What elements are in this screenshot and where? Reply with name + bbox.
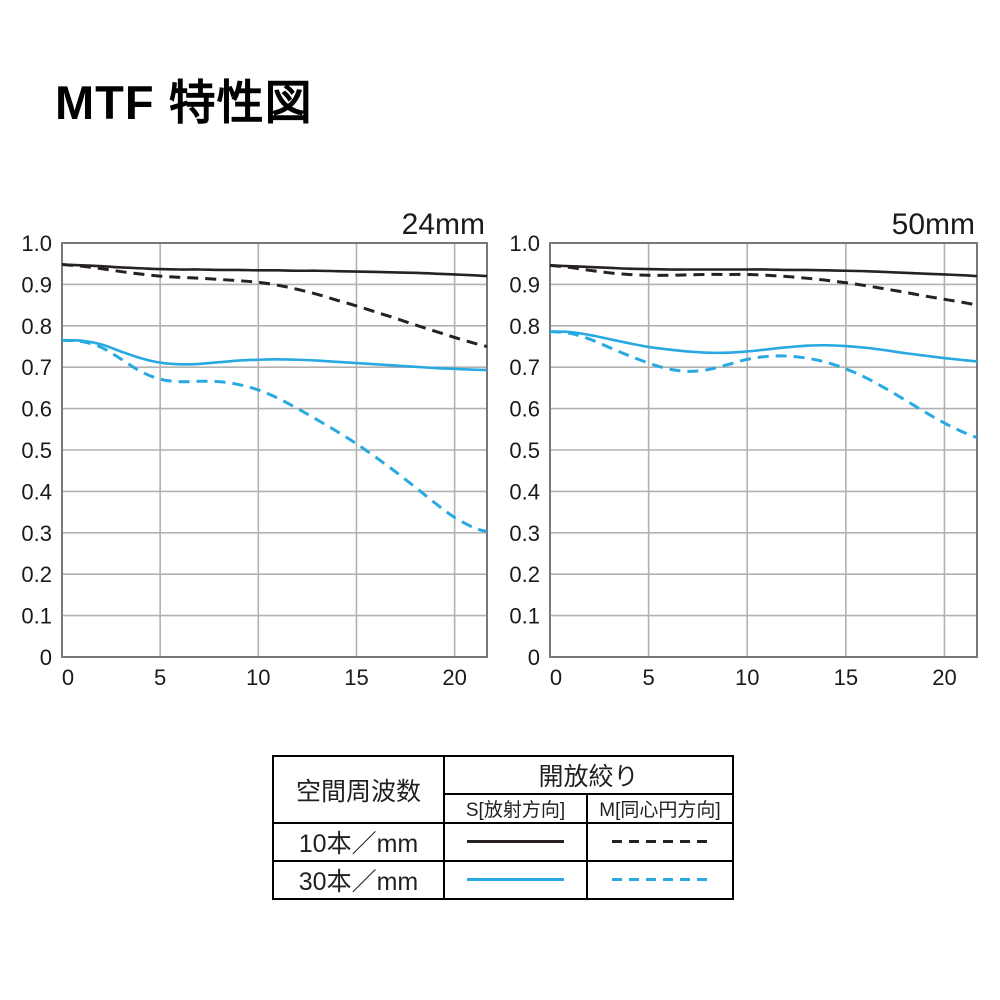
mtf-chart-50mm: 0 0.1 0.2 0.3 0.4 0.5 0.6 0.7 0.8 0.9 1.0 0 5 10 15 20 5… <box>509 208 978 690</box>
y-tick-label: 0.1 <box>509 604 540 629</box>
y-tick-label: 0.8 <box>509 314 540 339</box>
y-tick-label: 0.4 <box>509 479 540 504</box>
curve-10-m <box>61 263 488 348</box>
y-tick-label: 0 <box>528 645 540 670</box>
x-tick-label: 5 <box>642 665 654 690</box>
y-tick-label: 0.5 <box>509 438 540 463</box>
legend-row-10-label: 10本／mm <box>272 822 445 862</box>
curve-10-s <box>549 264 978 278</box>
legend-col1-header: 空間周波数 <box>272 755 445 824</box>
y-tick-label: 0.6 <box>509 397 540 422</box>
curve-30-m <box>549 330 978 439</box>
y-tick-label: 0.6 <box>21 397 52 422</box>
y-tick-label: 0.1 <box>21 604 52 629</box>
legend-m-header: M[同心円方向] <box>586 793 734 824</box>
y-tick-label: 0.2 <box>509 562 540 587</box>
y-tick-label: 0.3 <box>21 521 52 546</box>
y-tick-label: 1.0 <box>509 231 540 256</box>
x-tick-label: 10 <box>735 665 759 690</box>
curve-10-s <box>61 263 488 278</box>
y-tick-label: 0.3 <box>509 521 540 546</box>
y-tick-label: 0.7 <box>21 355 52 380</box>
legend-group-header: 開放絞り <box>443 755 734 795</box>
legend-table: 空間周波数 開放絞り S[放射方向] M[同心円方向] 10本／mm 30本／m… <box>272 755 734 900</box>
x-tick-label: 0 <box>550 665 562 690</box>
page-title: MTF 特性図 <box>55 76 313 129</box>
curve-30-m <box>61 338 488 534</box>
curve-30-s <box>61 338 488 372</box>
chart-title: 50mm <box>892 208 975 241</box>
legend-line-30-s-solid <box>467 878 564 882</box>
y-tick-label: 1.0 <box>21 231 52 256</box>
legend-line-10-m-dashed <box>611 840 709 844</box>
legend-s-header: S[放射方向] <box>443 793 588 824</box>
x-tick-label: 20 <box>442 665 466 690</box>
y-tick-label: 0.9 <box>21 272 52 297</box>
mtf-chart-24mm: 0 0.1 0.2 0.3 0.4 0.5 0.6 0.7 0.8 0.9 1.0 0 5 10 15 20 2… <box>21 208 488 690</box>
x-tick-label: 0 <box>62 665 74 690</box>
x-tick-label: 5 <box>154 665 166 690</box>
legend-line-10-s-solid <box>467 840 564 844</box>
x-tick-label: 15 <box>344 665 368 690</box>
y-tick-label: 0 <box>40 645 52 670</box>
legend-row-30-label: 30本／mm <box>272 860 445 900</box>
y-tick-label: 0.8 <box>21 314 52 339</box>
y-tick-label: 0.5 <box>21 438 52 463</box>
x-tick-label: 10 <box>246 665 270 690</box>
x-tick-label: 20 <box>932 665 956 690</box>
y-tick-label: 0.4 <box>21 479 52 504</box>
y-tick-label: 0.2 <box>21 562 52 587</box>
curve-10-m <box>549 263 978 307</box>
plot-frame <box>549 242 978 658</box>
y-tick-label: 0.7 <box>509 355 540 380</box>
curve-30-s <box>549 330 978 363</box>
y-tick-label: 0.9 <box>509 272 540 297</box>
chart-title: 24mm <box>402 208 485 241</box>
x-tick-label: 15 <box>834 665 858 690</box>
legend-line-30-m-dashed <box>611 878 709 882</box>
plot-frame <box>61 242 488 658</box>
